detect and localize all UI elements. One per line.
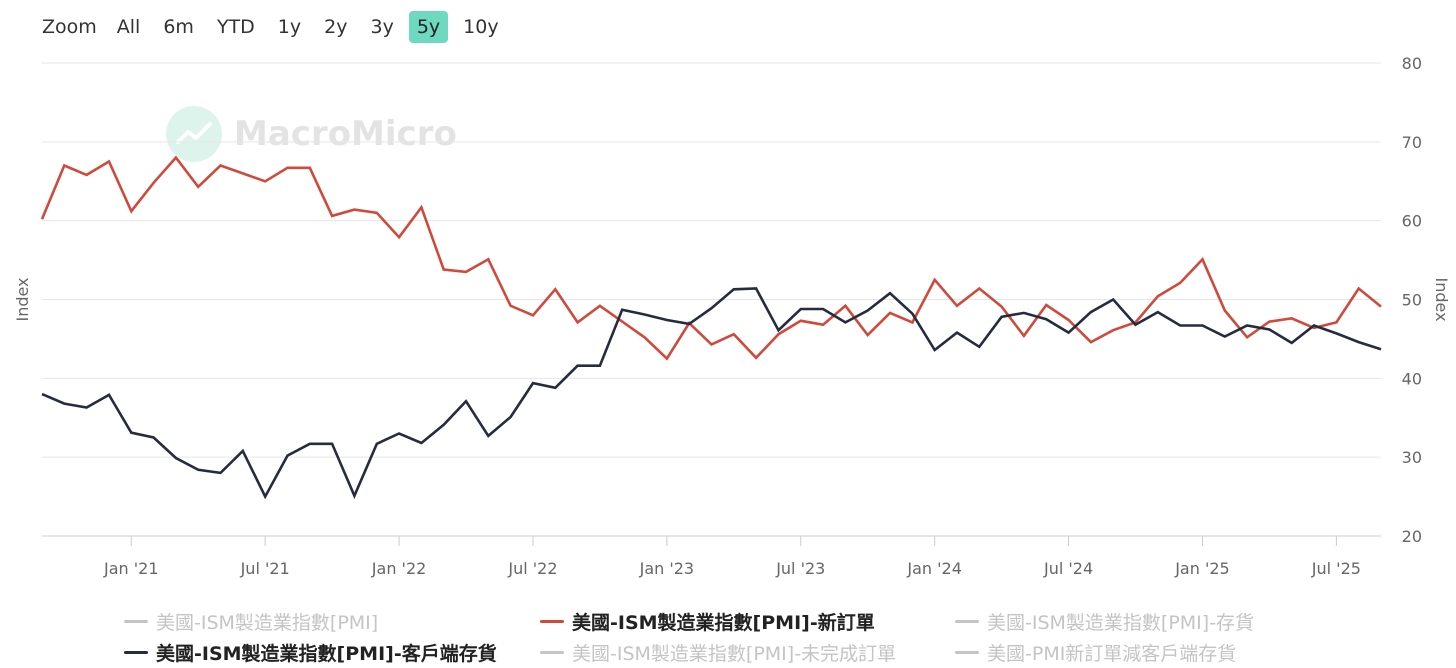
legend-label: 美國-ISM製造業指數[PMI]-新訂單 [572,612,875,634]
legend-swatch [124,620,148,623]
watermark: MacroMicro [166,106,457,162]
legend-label: 美國-ISM製造業指數[PMI]-存貨 [987,612,1255,634]
legend-label: 美國-ISM製造業指數[PMI] [156,612,379,634]
x-tick-label: Jul '22 [507,559,557,578]
legend-label: 美國-ISM製造業指數[PMI]-未完成訂單 [572,643,897,665]
legend-label: 美國-PMI新訂單減客戶端存貨 [987,643,1237,665]
zoom-10y-button[interactable]: 10y [463,16,499,38]
series-line-new-orders [40,155,1382,361]
watermark-text: MacroMicro [234,114,457,154]
legend-swatch [124,651,148,654]
zoom-3y-button[interactable]: 3y [370,16,394,38]
x-tick-label: Jul '25 [1311,559,1361,578]
macromicro-logo-icon [166,106,222,162]
x-tick-label: Jul '21 [240,559,290,578]
y-tick-label: 20 [1402,527,1422,546]
legend-item-new-orders[interactable]: 美國-ISM製造業指數[PMI]-新訂單 [540,608,875,635]
x-tick-label: Jul '23 [775,559,825,578]
legend-item-pmi[interactable]: 美國-ISM製造業指數[PMI] [124,608,378,635]
legend-swatch [955,651,979,654]
legend: 美國-ISM製造業指數[PMI] 美國-ISM製造業指數[PMI]-新訂單 美國… [0,604,1456,668]
zoom-label: Zoom [42,16,97,38]
zoom-5y-button[interactable]: 5y [408,11,449,43]
x-tick-label: Jan '21 [103,559,159,578]
zoom-ytd-button[interactable]: YTD [216,16,255,38]
x-tick-label: Jan '25 [1174,559,1230,578]
legend-swatch [955,620,979,623]
series-line-customers-inventories [41,287,1382,500]
x-tick-label: Jan '23 [639,559,695,578]
zoom-2y-button[interactable]: 2y [324,16,348,38]
y-tick-label: 70 [1402,133,1422,152]
x-tick-label: Jan '24 [906,559,962,578]
x-tick-label: Jan '22 [371,559,427,578]
legend-item-spread[interactable]: 美國-PMI新訂單減客戶端存貨 [955,639,1236,666]
legend-item-backlog[interactable]: 美國-ISM製造業指數[PMI]-未完成訂單 [540,639,896,666]
zoom-all-button[interactable]: All [116,16,141,38]
y-tick-label: 60 [1402,212,1422,231]
x-tick-label: Jul '24 [1043,559,1093,578]
y-axis-label-left: Index [13,277,32,321]
zoom-6m-button[interactable]: 6m [163,16,194,38]
legend-item-customers-inventories[interactable]: 美國-ISM製造業指數[PMI]-客戶端存貨 [124,639,497,666]
y-axis-label-right: Index [1432,277,1451,321]
zoom-1y-button[interactable]: 1y [277,16,302,38]
y-tick-label: 40 [1402,369,1422,388]
zoom-bar: Zoom All 6m YTD 1y 2y 3y 5y 10y [30,10,514,44]
y-tick-label: 50 [1402,291,1422,310]
legend-swatch [540,651,564,654]
legend-label: 美國-ISM製造業指數[PMI]-客戶端存貨 [156,643,497,665]
legend-swatch [540,620,564,623]
legend-item-inventories[interactable]: 美國-ISM製造業指數[PMI]-存貨 [955,608,1254,635]
y-tick-label: 80 [1402,54,1422,73]
y-tick-label: 30 [1402,448,1422,467]
line-chart: 20 30 40 50 60 70 80 Jan '21 Jul '21 Jan '22 Jul '… [13,54,1451,578]
